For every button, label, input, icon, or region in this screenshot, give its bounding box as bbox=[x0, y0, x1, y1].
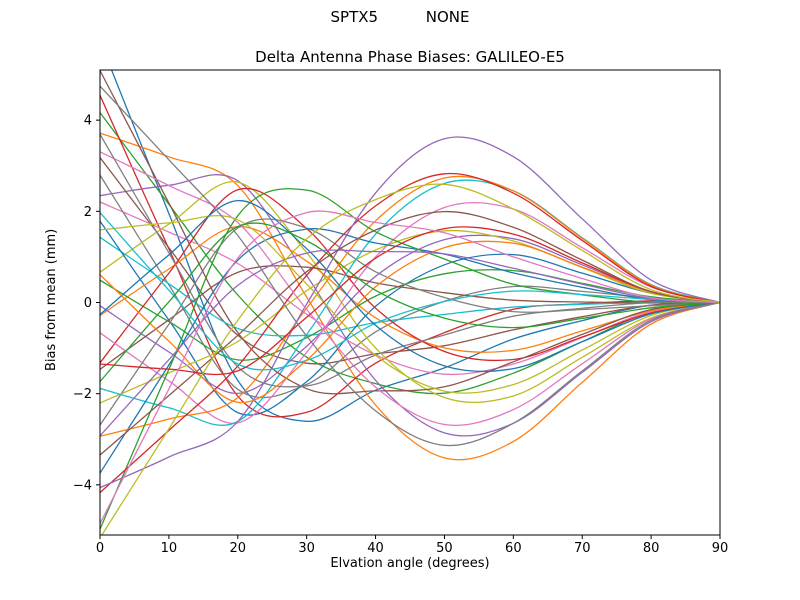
series-line bbox=[100, 199, 720, 373]
series-line bbox=[100, 210, 720, 456]
series-line bbox=[100, 215, 720, 394]
series-line bbox=[100, 211, 720, 371]
series-line bbox=[100, 133, 720, 388]
x-tick-label: 10 bbox=[161, 541, 178, 556]
series-line bbox=[100, 181, 720, 403]
series-line bbox=[100, 174, 720, 399]
series-line bbox=[100, 70, 720, 395]
x-axis-label: Elvation angle (degrees) bbox=[330, 556, 490, 571]
series-line bbox=[100, 156, 720, 365]
series-line bbox=[100, 269, 720, 361]
x-tick-label: 30 bbox=[298, 541, 315, 556]
series-line bbox=[100, 201, 720, 376]
x-tick-label: 80 bbox=[643, 541, 660, 556]
x-tick-label: 70 bbox=[574, 541, 591, 556]
series-line bbox=[100, 225, 720, 353]
series-line bbox=[100, 172, 720, 494]
series-line bbox=[100, 187, 720, 364]
y-tick-label: 2 bbox=[84, 205, 92, 220]
series-line bbox=[100, 228, 720, 474]
x-tick-label: 40 bbox=[367, 541, 384, 556]
x-tick-label: 60 bbox=[505, 541, 522, 556]
series-line bbox=[100, 249, 720, 437]
series-line bbox=[100, 222, 720, 383]
series-line bbox=[100, 136, 720, 489]
series-line bbox=[100, 111, 720, 395]
x-tick-label: 50 bbox=[436, 541, 453, 556]
series-line bbox=[100, 132, 720, 461]
series-line bbox=[100, 85, 720, 447]
series-line bbox=[100, 94, 720, 418]
series-line bbox=[100, 226, 720, 376]
series-line bbox=[100, 210, 720, 525]
x-tick-label: 20 bbox=[230, 541, 247, 556]
series-line bbox=[100, 229, 720, 404]
figure-suptitle: SPTX5 NONE bbox=[330, 8, 470, 26]
y-tick-label: −2 bbox=[73, 387, 92, 402]
series-line bbox=[100, 220, 720, 416]
series-line bbox=[101, 183, 720, 535]
series-line bbox=[100, 234, 720, 395]
x-tick-label: 90 bbox=[712, 541, 729, 556]
series-line bbox=[100, 202, 720, 424]
y-axis-label: Bias from mean (mm) bbox=[44, 228, 59, 372]
y-tick-label: 0 bbox=[84, 296, 92, 311]
y-tick-label: 4 bbox=[84, 114, 92, 129]
chart-title: Delta Antenna Phase Biases: GALILEO-E5 bbox=[255, 48, 565, 66]
series-line bbox=[100, 265, 720, 370]
series-line bbox=[100, 175, 720, 437]
y-tick-label: −4 bbox=[73, 478, 92, 493]
x-tick-label: 0 bbox=[96, 541, 104, 556]
